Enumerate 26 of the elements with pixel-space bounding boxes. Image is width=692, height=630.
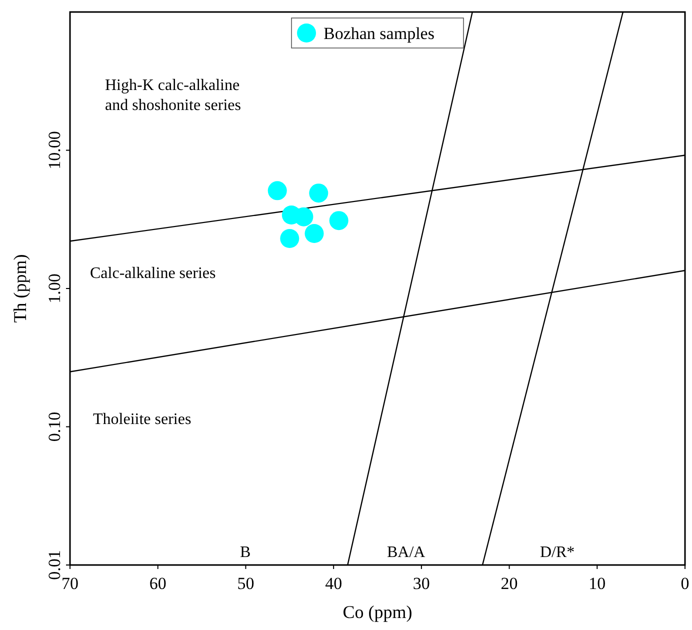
y-tick-label: 0.10 bbox=[45, 412, 64, 442]
x-axis-title: Co (ppm) bbox=[342, 602, 412, 622]
annotation: Calc-alkaline series bbox=[90, 265, 216, 282]
point bbox=[329, 211, 348, 230]
point bbox=[309, 184, 328, 203]
x-tick-label: 20 bbox=[500, 574, 518, 593]
legend-label: Bozhan samples bbox=[324, 24, 434, 43]
y-axis-title: Th (ppm) bbox=[10, 254, 30, 323]
x-tick-label: 50 bbox=[237, 574, 254, 593]
x-tick-label: 30 bbox=[412, 574, 430, 593]
annotation: B bbox=[240, 544, 251, 561]
annotation: BA/A bbox=[387, 544, 426, 561]
x-tick-label: 70 bbox=[62, 574, 78, 593]
point bbox=[268, 181, 287, 200]
y-tick-label: 10.00 bbox=[45, 131, 64, 170]
x-tick-label: 60 bbox=[149, 574, 166, 593]
x-tick-label: 10 bbox=[588, 574, 606, 593]
annotation: Tholeiite series bbox=[93, 411, 192, 428]
y-tick-label: 0.01 bbox=[45, 550, 64, 580]
point bbox=[280, 228, 300, 248]
x-tick-label: 0 bbox=[680, 574, 690, 593]
x-tick-label: 40 bbox=[325, 574, 342, 593]
y-tick-label: 1.00 bbox=[45, 274, 64, 304]
point bbox=[304, 224, 324, 243]
annotation: D/R* bbox=[540, 544, 575, 561]
annotation: High-K calc-alkaline and shoshonite series bbox=[105, 77, 241, 114]
